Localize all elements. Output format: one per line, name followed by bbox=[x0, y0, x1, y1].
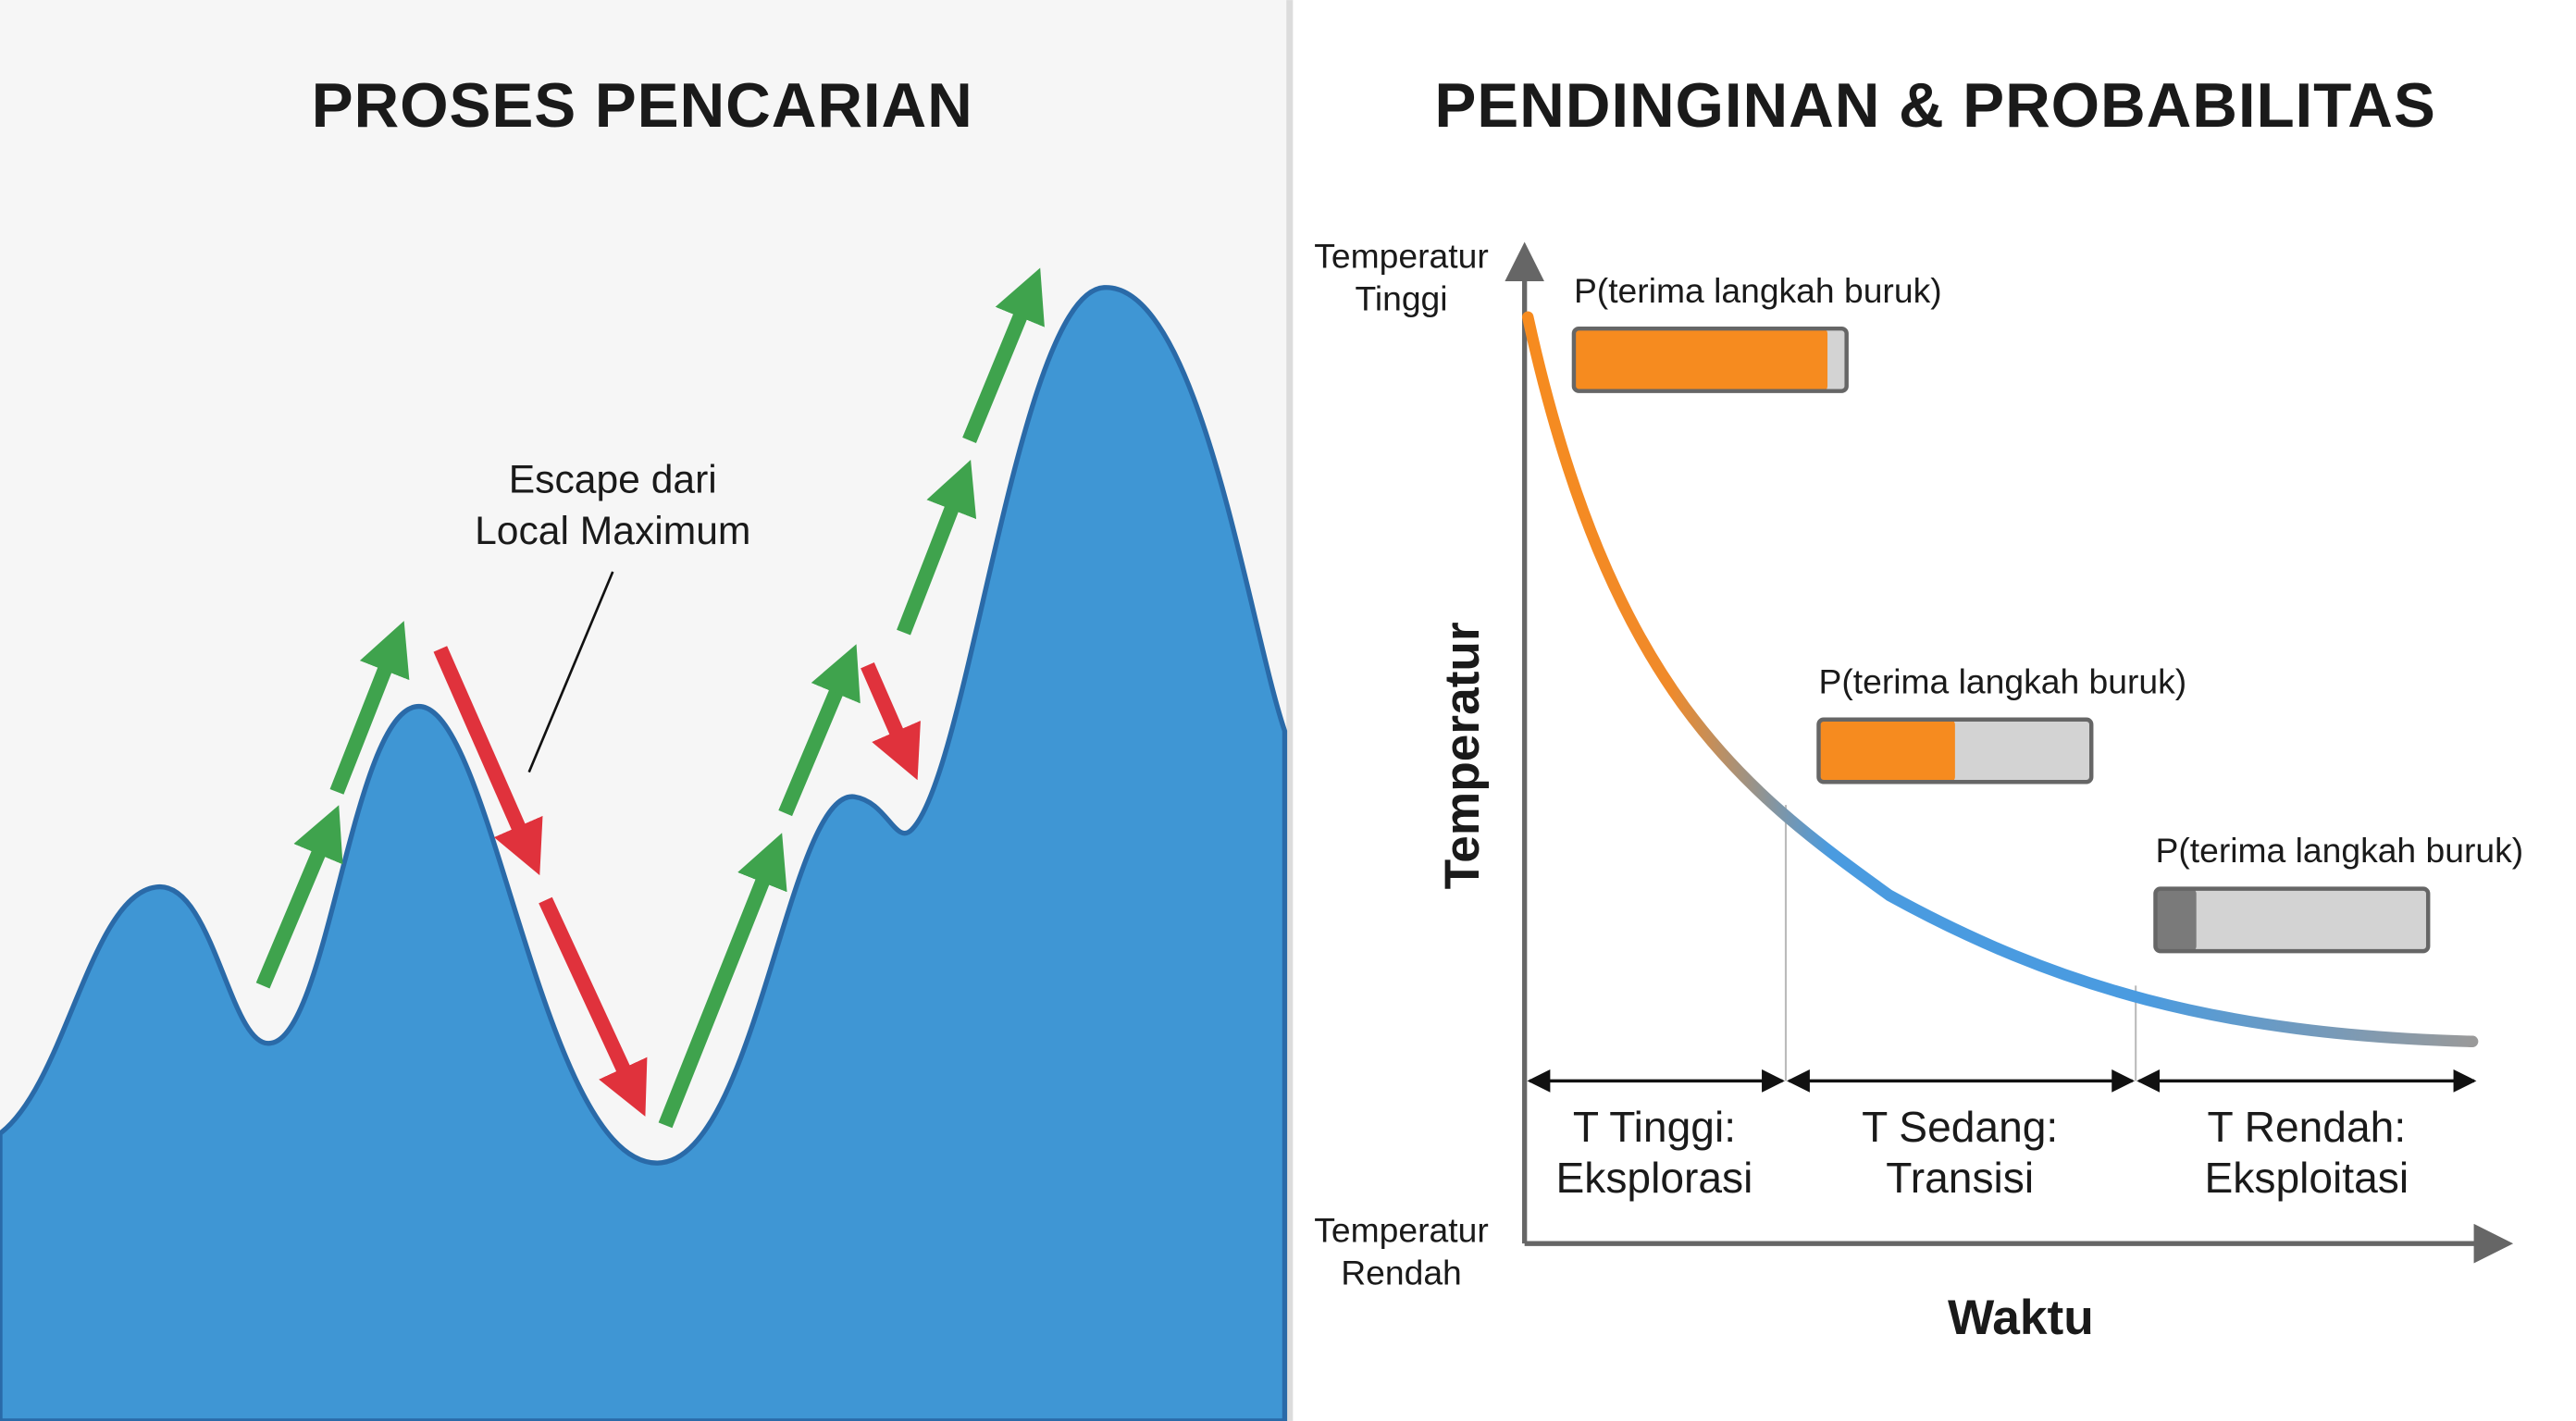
y-axis-title: Temperatur bbox=[1435, 622, 1490, 889]
bar-track bbox=[2155, 888, 2429, 952]
red-arrow bbox=[433, 646, 543, 876]
divider bbox=[1286, 0, 1294, 1421]
phase-label: T Sedang: bbox=[1862, 1103, 2058, 1151]
annotation-line bbox=[527, 571, 614, 773]
bar-frame bbox=[2153, 886, 2431, 954]
bar-fill bbox=[1818, 719, 1955, 783]
bar-fill bbox=[2155, 888, 2197, 952]
green-arrow bbox=[778, 644, 861, 817]
left-title: PROSES PENCARIAN bbox=[312, 71, 973, 141]
phases: T Tinggi:Eksplorasi T Sedang:Transisi T Re… bbox=[1555, 1103, 2409, 1202]
cooling-curve bbox=[1522, 311, 2479, 1047]
phase-label: Eksplorasi bbox=[1555, 1154, 1752, 1202]
red-arrow bbox=[861, 661, 921, 781]
bar-label: P(terima langkah buruk) bbox=[2155, 831, 2523, 870]
axis-bottom-label: Temperatur bbox=[1314, 1210, 1488, 1249]
landscape bbox=[0, 285, 1288, 1421]
green-arrow bbox=[329, 621, 410, 795]
phase-label: Eksploitasi bbox=[2205, 1154, 2409, 1202]
green-arrow bbox=[962, 267, 1045, 443]
bar-frame bbox=[1816, 717, 2094, 785]
bar-frame bbox=[1571, 326, 1849, 393]
phase-label: T Tinggi: bbox=[1573, 1103, 1736, 1151]
green-arrow bbox=[658, 833, 787, 1129]
axis-top-label: Temperatur bbox=[1314, 237, 1488, 276]
green-arrow bbox=[897, 460, 977, 636]
phase-label: Transisi bbox=[1886, 1154, 2034, 1202]
annotation: Escape dari bbox=[509, 458, 717, 502]
bar-label: P(terima langkah buruk) bbox=[1818, 661, 2186, 700]
axis-top-label: Tinggi bbox=[1355, 279, 1447, 318]
bar-fill bbox=[1573, 328, 1828, 391]
green-arrow bbox=[255, 805, 343, 989]
probability-bars: P(terima langkah buruk) P(terima langkah … bbox=[1571, 271, 2523, 954]
x-axis-title: Waktu bbox=[1948, 1291, 2094, 1345]
annotation: Local Maximum bbox=[475, 509, 750, 553]
axis-bottom-label: Rendah bbox=[1341, 1254, 1462, 1292]
red-arrow bbox=[539, 896, 648, 1117]
bar-label: P(terima langkah buruk) bbox=[1574, 271, 1942, 310]
phase-label: T Rendah: bbox=[2207, 1103, 2406, 1151]
right-title: PENDINGINAN & PROBABILITAS bbox=[1434, 71, 2435, 141]
arrows bbox=[255, 267, 1045, 1129]
